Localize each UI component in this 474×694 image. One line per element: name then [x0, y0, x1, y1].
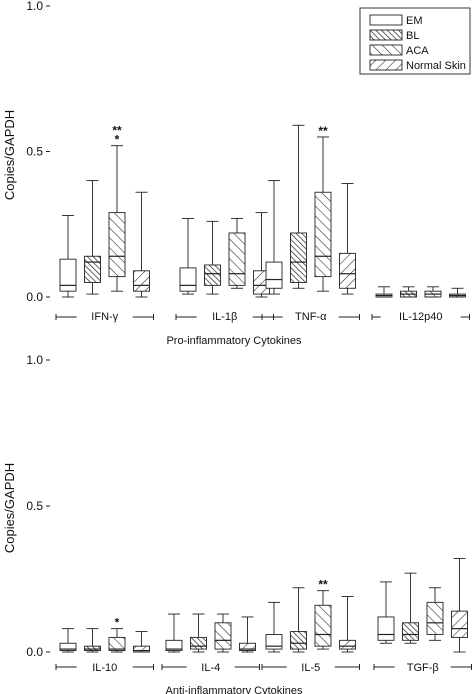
box-normal-skin	[133, 270, 150, 292]
y-ticks: 0.0 0.5 1.0	[26, 0, 50, 304]
y-axis-label: Copies/GAPDH	[2, 463, 17, 553]
legend-swatch-normal-skin	[369, 59, 403, 71]
box-em	[59, 642, 77, 651]
box-em	[377, 616, 395, 641]
y-tick-label: 0.0	[26, 290, 43, 304]
legend-swatch-aca	[369, 44, 403, 56]
legend-entry: BL	[369, 29, 419, 42]
y-axis-label: Copies/GAPDH	[2, 110, 17, 200]
box-em	[179, 267, 197, 292]
box-bl	[290, 232, 307, 283]
x-tick-label: IFN-γ	[91, 311, 118, 323]
significance-marker: *	[115, 133, 120, 147]
box-bl	[190, 636, 207, 650]
box-aca	[228, 232, 246, 286]
significance-marker: *	[115, 616, 120, 630]
legend-entry: ACA	[369, 44, 429, 57]
y-tick-label: 0.5	[26, 499, 43, 513]
box-normal-skin	[339, 639, 356, 650]
legend-swatch-bl	[369, 29, 403, 41]
significance-marker: **	[318, 578, 328, 592]
x-tick-label: IL-4	[201, 662, 220, 674]
anti-inflammatory-panel: Copies/GAPDH 0.00.51.0 *** IL-10 IL-4 IL-5…	[2, 353, 472, 694]
box-normal-skin	[451, 610, 468, 638]
legend-entry: EM	[369, 14, 423, 27]
x-tick-label: IL-10	[92, 662, 117, 674]
box-plots: *****	[59, 124, 466, 298]
box-em	[165, 639, 183, 651]
legend-entry: Normal Skin	[369, 59, 466, 72]
box-bl	[204, 264, 221, 286]
y-tick-label: 1.0	[26, 353, 43, 367]
legend-swatch-em	[369, 14, 403, 26]
x-axis: IFN-γ IL-1β TNF-α IL-12p40	[55, 311, 470, 323]
box-aca	[108, 636, 126, 651]
x-tick-label: IL-5	[301, 662, 320, 674]
significance-marker: **	[112, 124, 122, 138]
y-tick-label: 0.5	[26, 145, 43, 159]
legend: EM BL ACA Normal Skin	[359, 7, 471, 75]
x-tick-label: TGF-β	[407, 662, 439, 674]
x-tick-label: TNF-α	[295, 311, 327, 323]
box-normal-skin	[339, 252, 356, 289]
significance-marker: **	[318, 124, 328, 138]
box-bl	[84, 255, 101, 283]
x-axis-label: Anti-inflammatory Cytokines	[166, 685, 303, 694]
box-aca	[314, 604, 332, 647]
x-axis-label: Pro-inflammatory Cytokines	[166, 335, 302, 347]
box-plots: ***	[59, 558, 468, 653]
box-aca	[214, 622, 232, 650]
legend-label: Normal Skin	[406, 60, 466, 72]
box-aca	[108, 212, 126, 278]
box-em	[59, 258, 77, 292]
x-tick-label: IL-1β	[212, 311, 237, 323]
legend-label: ACA	[406, 45, 429, 57]
box-aca	[314, 191, 332, 278]
pro-inflammatory-panel: Copies/GAPDH 0.00.51.0 ***** IFN-γ IL-1β T…	[2, 0, 471, 347]
box-bl	[290, 631, 307, 650]
box-bl	[402, 622, 419, 641]
box-normal-skin	[133, 645, 150, 653]
box-em	[265, 634, 283, 650]
legend-label: BL	[406, 30, 419, 42]
x-tick-label: IL-12p40	[399, 311, 442, 323]
box-bl	[84, 645, 101, 651]
y-tick-label: 1.0	[26, 0, 43, 13]
x-axis: IL-10 IL-4 IL-5 TGF-β	[55, 662, 472, 674]
y-tick-label: 0.0	[26, 645, 43, 659]
y-ticks: 0.0 0.5 1.0	[26, 353, 50, 659]
legend-label: EM	[406, 15, 423, 27]
box-aca	[426, 601, 444, 635]
box-normal-skin	[239, 642, 256, 651]
box-em	[265, 261, 283, 289]
